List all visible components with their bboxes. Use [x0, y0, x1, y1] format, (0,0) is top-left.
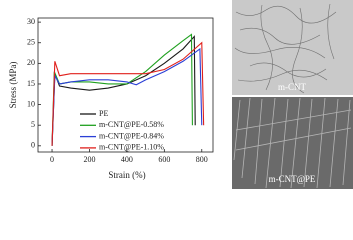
legend-label: m-CNT@PE-0.84%	[99, 131, 164, 140]
legend-label: m-CNT@PE-1.10%	[99, 143, 164, 152]
y-tick-label: 0	[31, 141, 35, 150]
y-tick-label: 25	[27, 38, 35, 47]
y-tick-label: 30	[27, 17, 35, 26]
micrograph-bottom: m-CNT@PE	[232, 97, 353, 189]
texture	[234, 3, 337, 94]
y-axis-label: Stress (MPa)	[8, 62, 18, 109]
series-line	[51, 35, 196, 146]
x-axis-label: Strain (%)	[108, 170, 145, 180]
x-tick-label: 600	[158, 155, 170, 164]
plot-frame	[37, 17, 214, 153]
y-tick-label: 5	[31, 120, 35, 129]
micrograph-label: m-CNT@PE	[269, 174, 316, 184]
x-tick-label: 800	[196, 155, 208, 164]
series-line	[51, 47, 203, 146]
series-line	[51, 41, 205, 146]
micrograph-top: m-CNT	[232, 0, 353, 95]
x-tick-label: 0	[50, 155, 54, 164]
legend-label: m-CNT@PE-0.58%	[99, 120, 164, 129]
figure: Strain (%) Stress (MPa) m-CNT m-CNT@PE 0…	[8, 0, 353, 189]
micrograph-label: m-CNT	[278, 82, 307, 92]
x-tick-label: 200	[83, 155, 95, 164]
y-tick-label: 10	[27, 99, 35, 108]
y-tick-label: 20	[27, 58, 35, 67]
y-tick-label: 15	[27, 79, 35, 88]
legend-label: PE	[99, 109, 108, 118]
texture	[233, 97, 352, 189]
x-tick-label: 400	[121, 155, 133, 164]
